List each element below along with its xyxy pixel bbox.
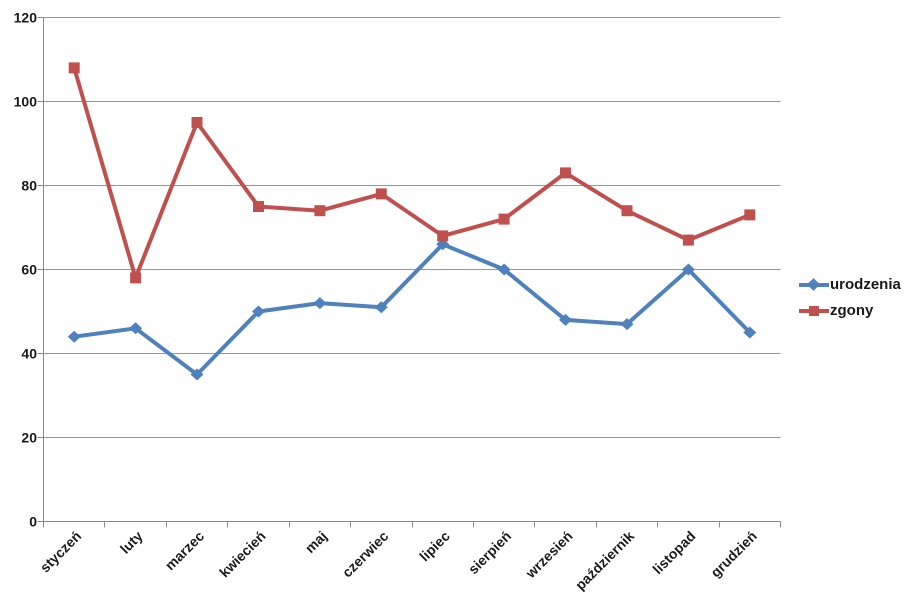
point-zgony-maj [314,205,326,217]
y-axis-tick-label: 20 [21,430,37,446]
square-marker-icon [809,305,819,316]
series-urodzenia-line [72,242,752,377]
x-axis-tick-label: sierpień [465,528,514,577]
y-axis-tick-label: 120 [14,10,38,26]
point-urodzenia-październik [620,318,634,331]
x-axis-tick-label: marzec [162,528,208,574]
point-zgony-sierpień [498,213,510,225]
legend-item-zgony: zgony [799,302,901,319]
point-zgony-grudzień [744,209,756,221]
point-zgony-luty [130,272,142,284]
point-urodzenia-sierpień [497,263,511,276]
series-zgony-line [72,65,752,280]
point-zgony-listopad [682,234,694,246]
point-urodzenia-listopad [681,263,695,276]
y-axis-tick-label: 80 [21,178,37,194]
x-axis-tick-label: grudzień [707,528,760,581]
point-urodzenia-luty [129,322,143,335]
point-urodzenia-kwiecień [252,305,265,318]
point-urodzenia-wrzesień [559,313,572,326]
point-urodzenia-maj [313,297,327,310]
x-axis-tick-label: październik [572,528,637,593]
x-axis-tick-label: luty [117,528,146,557]
point-zgony-wrzesień [560,167,571,179]
point-urodzenia-czerwiec [374,301,388,314]
y-axis-tick-label: 0 [29,514,37,530]
point-urodzenia-marzec [190,368,204,381]
point-zgony-styczeń [68,62,80,74]
legend-label-urodzenia: urodzenia [830,276,901,293]
point-zgony-czerwiec [375,188,387,200]
x-axis-tick-label: wrzesień [522,528,576,582]
x-axis-tick-label: styczeń [37,528,85,576]
point-zgony-październik [621,205,633,217]
legend: urodzenia zgony [799,276,901,319]
point-zgony-marzec [191,117,203,128]
y-axis-tick-label: 40 [21,346,37,362]
legend-label-zgony: zgony [830,302,874,319]
y-axis-tick-label: 100 [14,94,38,110]
x-axis-tick-label: lipiec [416,528,453,565]
zgony-line-marker-icon [799,304,829,318]
point-urodzenia-styczeń [67,330,81,343]
y-axis-tick-label: 60 [21,262,37,278]
urodzenia-line-marker-icon [799,277,829,292]
legend-item-urodzenia: urodzenia [799,276,901,293]
x-axis-tick-label: maj [302,528,330,556]
x-axis-tick-label: czerwiec [339,528,392,581]
x-axis-tick-label: kwiecień [216,528,269,581]
x-axis-tick-label: listopad [649,528,698,577]
diamond-marker-icon [807,277,820,291]
point-zgony-lipiec [437,230,449,242]
point-zgony-kwiecień [253,201,264,212]
point-urodzenia-grudzień [743,326,757,339]
